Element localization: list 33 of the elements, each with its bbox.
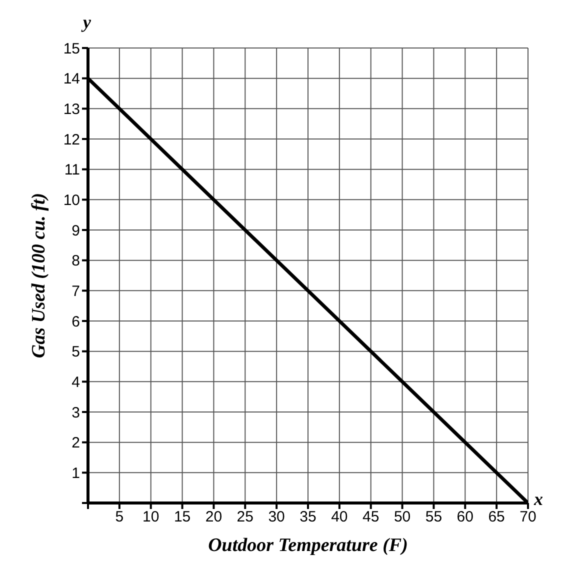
y-tick-label: 8	[72, 252, 80, 270]
x-tick-label: 50	[394, 508, 411, 526]
y-tick-label: 3	[72, 404, 80, 422]
x-tick-label: 35	[300, 508, 316, 526]
y-tick-label: 13	[63, 100, 80, 118]
x-tick-label: 65	[488, 508, 505, 526]
y-tick-label: 10	[63, 192, 80, 209]
text: x	[534, 489, 543, 510]
y-tick-label: 15	[63, 40, 80, 58]
x-tick-label: 10	[142, 508, 160, 526]
y-tick-label: 1	[72, 464, 80, 482]
x-tick-label: 25	[236, 508, 254, 526]
y-tick-label: 7	[72, 282, 80, 300]
y-tick-label: 2	[72, 434, 80, 452]
text: y	[83, 12, 91, 33]
x-tick-label: 30	[268, 508, 285, 526]
x-tick-label: 70	[520, 508, 536, 526]
y-tick-label: 12	[63, 131, 80, 148]
x-tick-label: 15	[174, 508, 191, 526]
x-tick-label: 5	[115, 508, 124, 526]
y-tick-label: 6	[72, 313, 80, 330]
y-tick-label: 9	[72, 222, 80, 240]
y-axis-title: Gas Used (100 cu. ft)	[28, 192, 50, 358]
x-tick-label: 20	[205, 508, 222, 526]
y-tick-label: 4	[72, 374, 80, 391]
y-tick-label: 14	[63, 70, 80, 88]
x-tick-label: 60	[456, 508, 474, 526]
y-tick-label: 11	[64, 162, 80, 179]
x-axis-title: Outdoor Temperature (F)	[208, 535, 408, 556]
x-tick-label: 40	[331, 508, 348, 526]
x-tick-label: 45	[362, 508, 380, 526]
y-tick-label: 5	[72, 344, 80, 361]
x-tick-label: 55	[425, 508, 442, 526]
